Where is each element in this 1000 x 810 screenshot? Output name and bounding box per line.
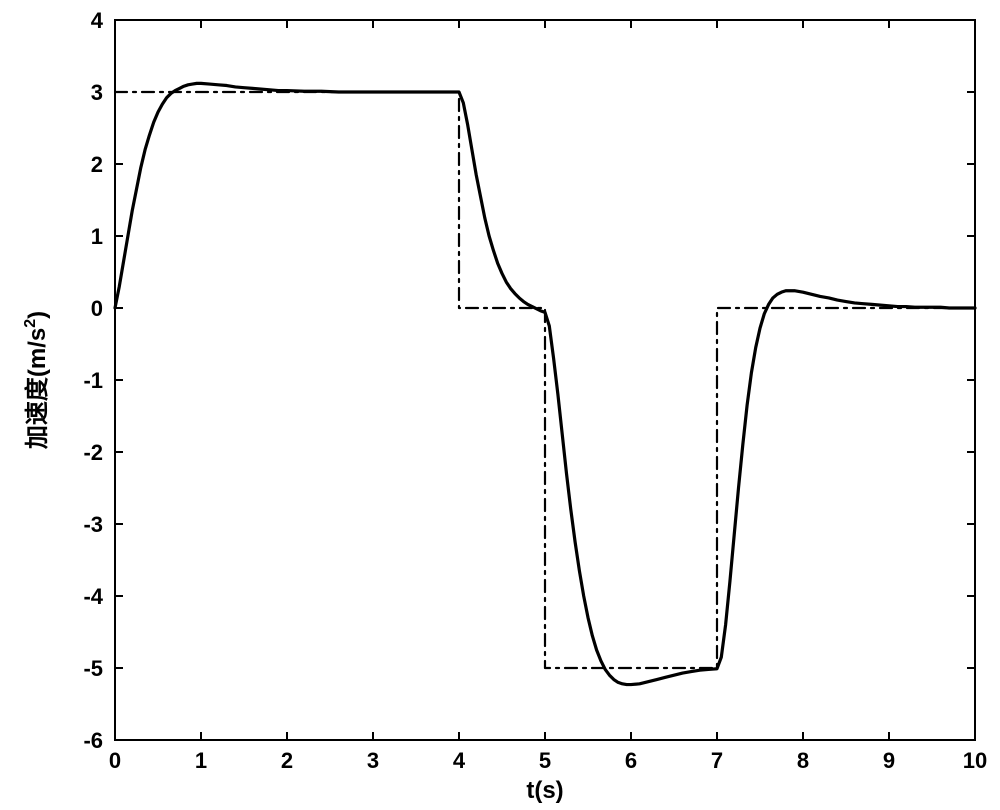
y-axis-label: 加速度(m/s2) (22, 311, 51, 449)
y-tick-label: 3 (91, 80, 103, 105)
x-tick-label: 8 (797, 748, 809, 773)
y-tick-label: -6 (83, 728, 103, 753)
x-tick-label: 1 (195, 748, 207, 773)
x-tick-label: 5 (539, 748, 551, 773)
x-tick-label: 2 (281, 748, 293, 773)
acceleration-chart: 0 1 2 3 4 5 6 7 8 9 10 -6 -5 -4 -3 -2 -1 0 1 2 3 4 t(s) 加速度(m/s… (0, 0, 1000, 810)
y-tick-label: -5 (83, 656, 103, 681)
x-tick-label: 7 (711, 748, 723, 773)
y-tick-label: 4 (91, 8, 104, 33)
x-tick-label: 9 (883, 748, 895, 773)
y-tick-label: -3 (83, 512, 103, 537)
y-tick-label: 2 (91, 152, 103, 177)
x-tick-label: 10 (963, 748, 987, 773)
x-tick-label: 4 (453, 748, 466, 773)
x-tick-label: 6 (625, 748, 637, 773)
x-tick-label: 3 (367, 748, 379, 773)
y-tick-label: 1 (91, 224, 103, 249)
y-tick-label: -1 (83, 368, 103, 393)
y-tick-label: -2 (83, 440, 103, 465)
x-axis-label: t(s) (526, 777, 563, 804)
x-tick-label: 0 (109, 748, 121, 773)
y-tick-label: 0 (91, 296, 103, 321)
y-tick-label: -4 (83, 584, 103, 609)
